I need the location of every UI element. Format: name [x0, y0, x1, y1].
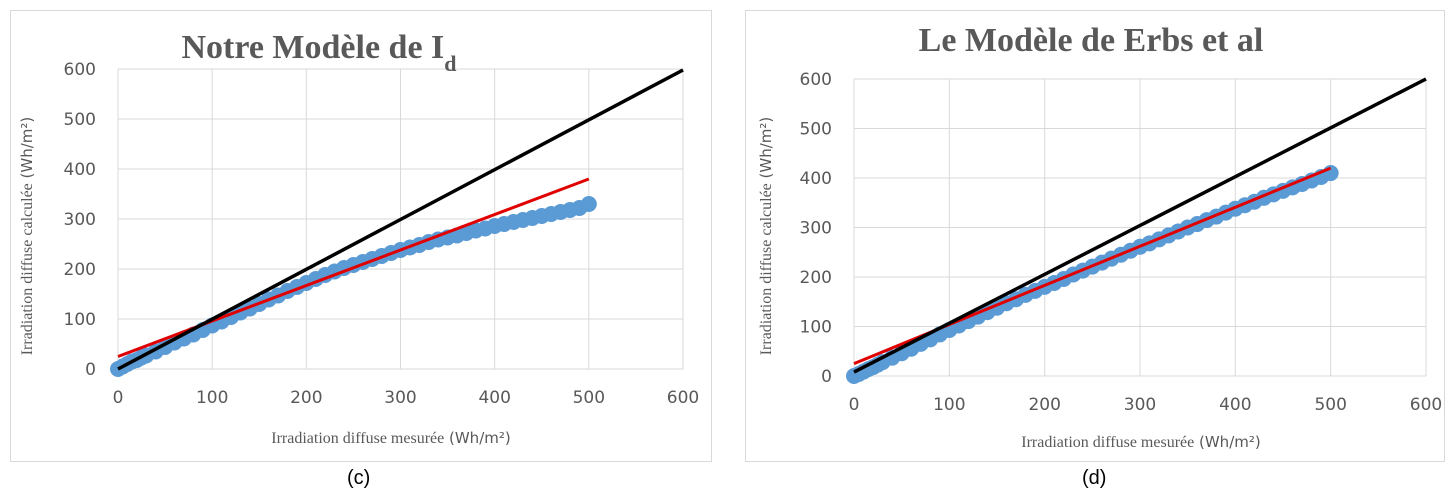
identity-line	[117, 68, 684, 371]
data-point	[1322, 165, 1339, 182]
data-point	[580, 196, 597, 212]
chart-panel-c: Notre Modèle de Id 0 100 200 300 400 500 600 0…	[10, 10, 712, 462]
data-points	[110, 196, 597, 377]
y-tick-label: 100	[800, 318, 832, 338]
y-tick-label: 300	[64, 210, 96, 230]
y-axis-label: Irradiation diffuse calculée (Wh/m²)	[757, 117, 775, 356]
y-tick-label: 300	[800, 219, 832, 239]
x-axis-label: Irradiation diffuse mesurée (Wh/m²)	[271, 429, 510, 447]
x-tick-label: 100	[196, 388, 228, 408]
chart-title: Notre Modèle de Id	[181, 29, 456, 76]
y-tick-label: 400	[64, 160, 96, 180]
x-axis-label: Irradiation diffuse mesurée (Wh/m²)	[1021, 433, 1260, 451]
x-tick-label: 100	[933, 395, 965, 415]
grid	[117, 68, 684, 370]
x-tick-label: 500	[1314, 395, 1346, 415]
x-tick-label: 400	[1219, 395, 1251, 415]
data-points	[846, 165, 1339, 384]
chart-svg-c: Notre Modèle de Id 0 100 200 300 400 500 600 0…	[18, 29, 700, 447]
x-tick-label: 200	[1028, 395, 1060, 415]
y-tick-label: 0	[85, 360, 96, 380]
chart-panel-d: Le Modèle de Erbs et al 0 100 200 300 400 500…	[745, 10, 1445, 462]
x-tick-label: 200	[290, 388, 322, 408]
x-tick-label: 300	[384, 388, 416, 408]
caption-c: (c)	[347, 467, 371, 489]
x-tick-label: 300	[1124, 395, 1156, 415]
x-tick-label: 500	[573, 388, 605, 408]
x-tick-label: 0	[113, 388, 124, 408]
y-tick-labels: 0 100 200 300 400 500 600	[64, 60, 96, 380]
identity-line	[853, 77, 1427, 374]
y-tick-label: 500	[64, 110, 96, 130]
y-tick-labels: 0 100 200 300 400 500 600	[800, 70, 832, 387]
grid	[853, 78, 1427, 377]
y-tick-label: 200	[800, 268, 832, 288]
y-axis-label: Irradiation diffuse calculée (Wh/m²)	[18, 117, 36, 356]
x-tick-label: 400	[478, 388, 510, 408]
y-tick-label: 100	[64, 310, 96, 330]
y-tick-label: 600	[800, 70, 832, 90]
caption-d: (d)	[1082, 467, 1107, 489]
chart-svg-d: Le Modèle de Erbs et al 0 100 200 300 400 500…	[757, 22, 1443, 451]
y-tick-label: 0	[821, 367, 832, 387]
chart-title: Le Modèle de Erbs et al	[919, 22, 1264, 59]
x-tick-labels: 0 100 200 300 400 500 600	[113, 388, 700, 408]
y-tick-label: 500	[800, 120, 832, 140]
trend-lines	[853, 77, 1427, 374]
y-tick-label: 400	[800, 169, 832, 189]
y-tick-label: 200	[64, 260, 96, 280]
trend-lines	[117, 68, 684, 371]
y-tick-label: 600	[64, 60, 96, 80]
x-tick-label: 600	[1410, 395, 1442, 415]
x-tick-label: 600	[667, 388, 699, 408]
x-tick-labels: 0 100 200 300 400 500 600	[849, 395, 1443, 415]
x-tick-label: 0	[849, 395, 860, 415]
